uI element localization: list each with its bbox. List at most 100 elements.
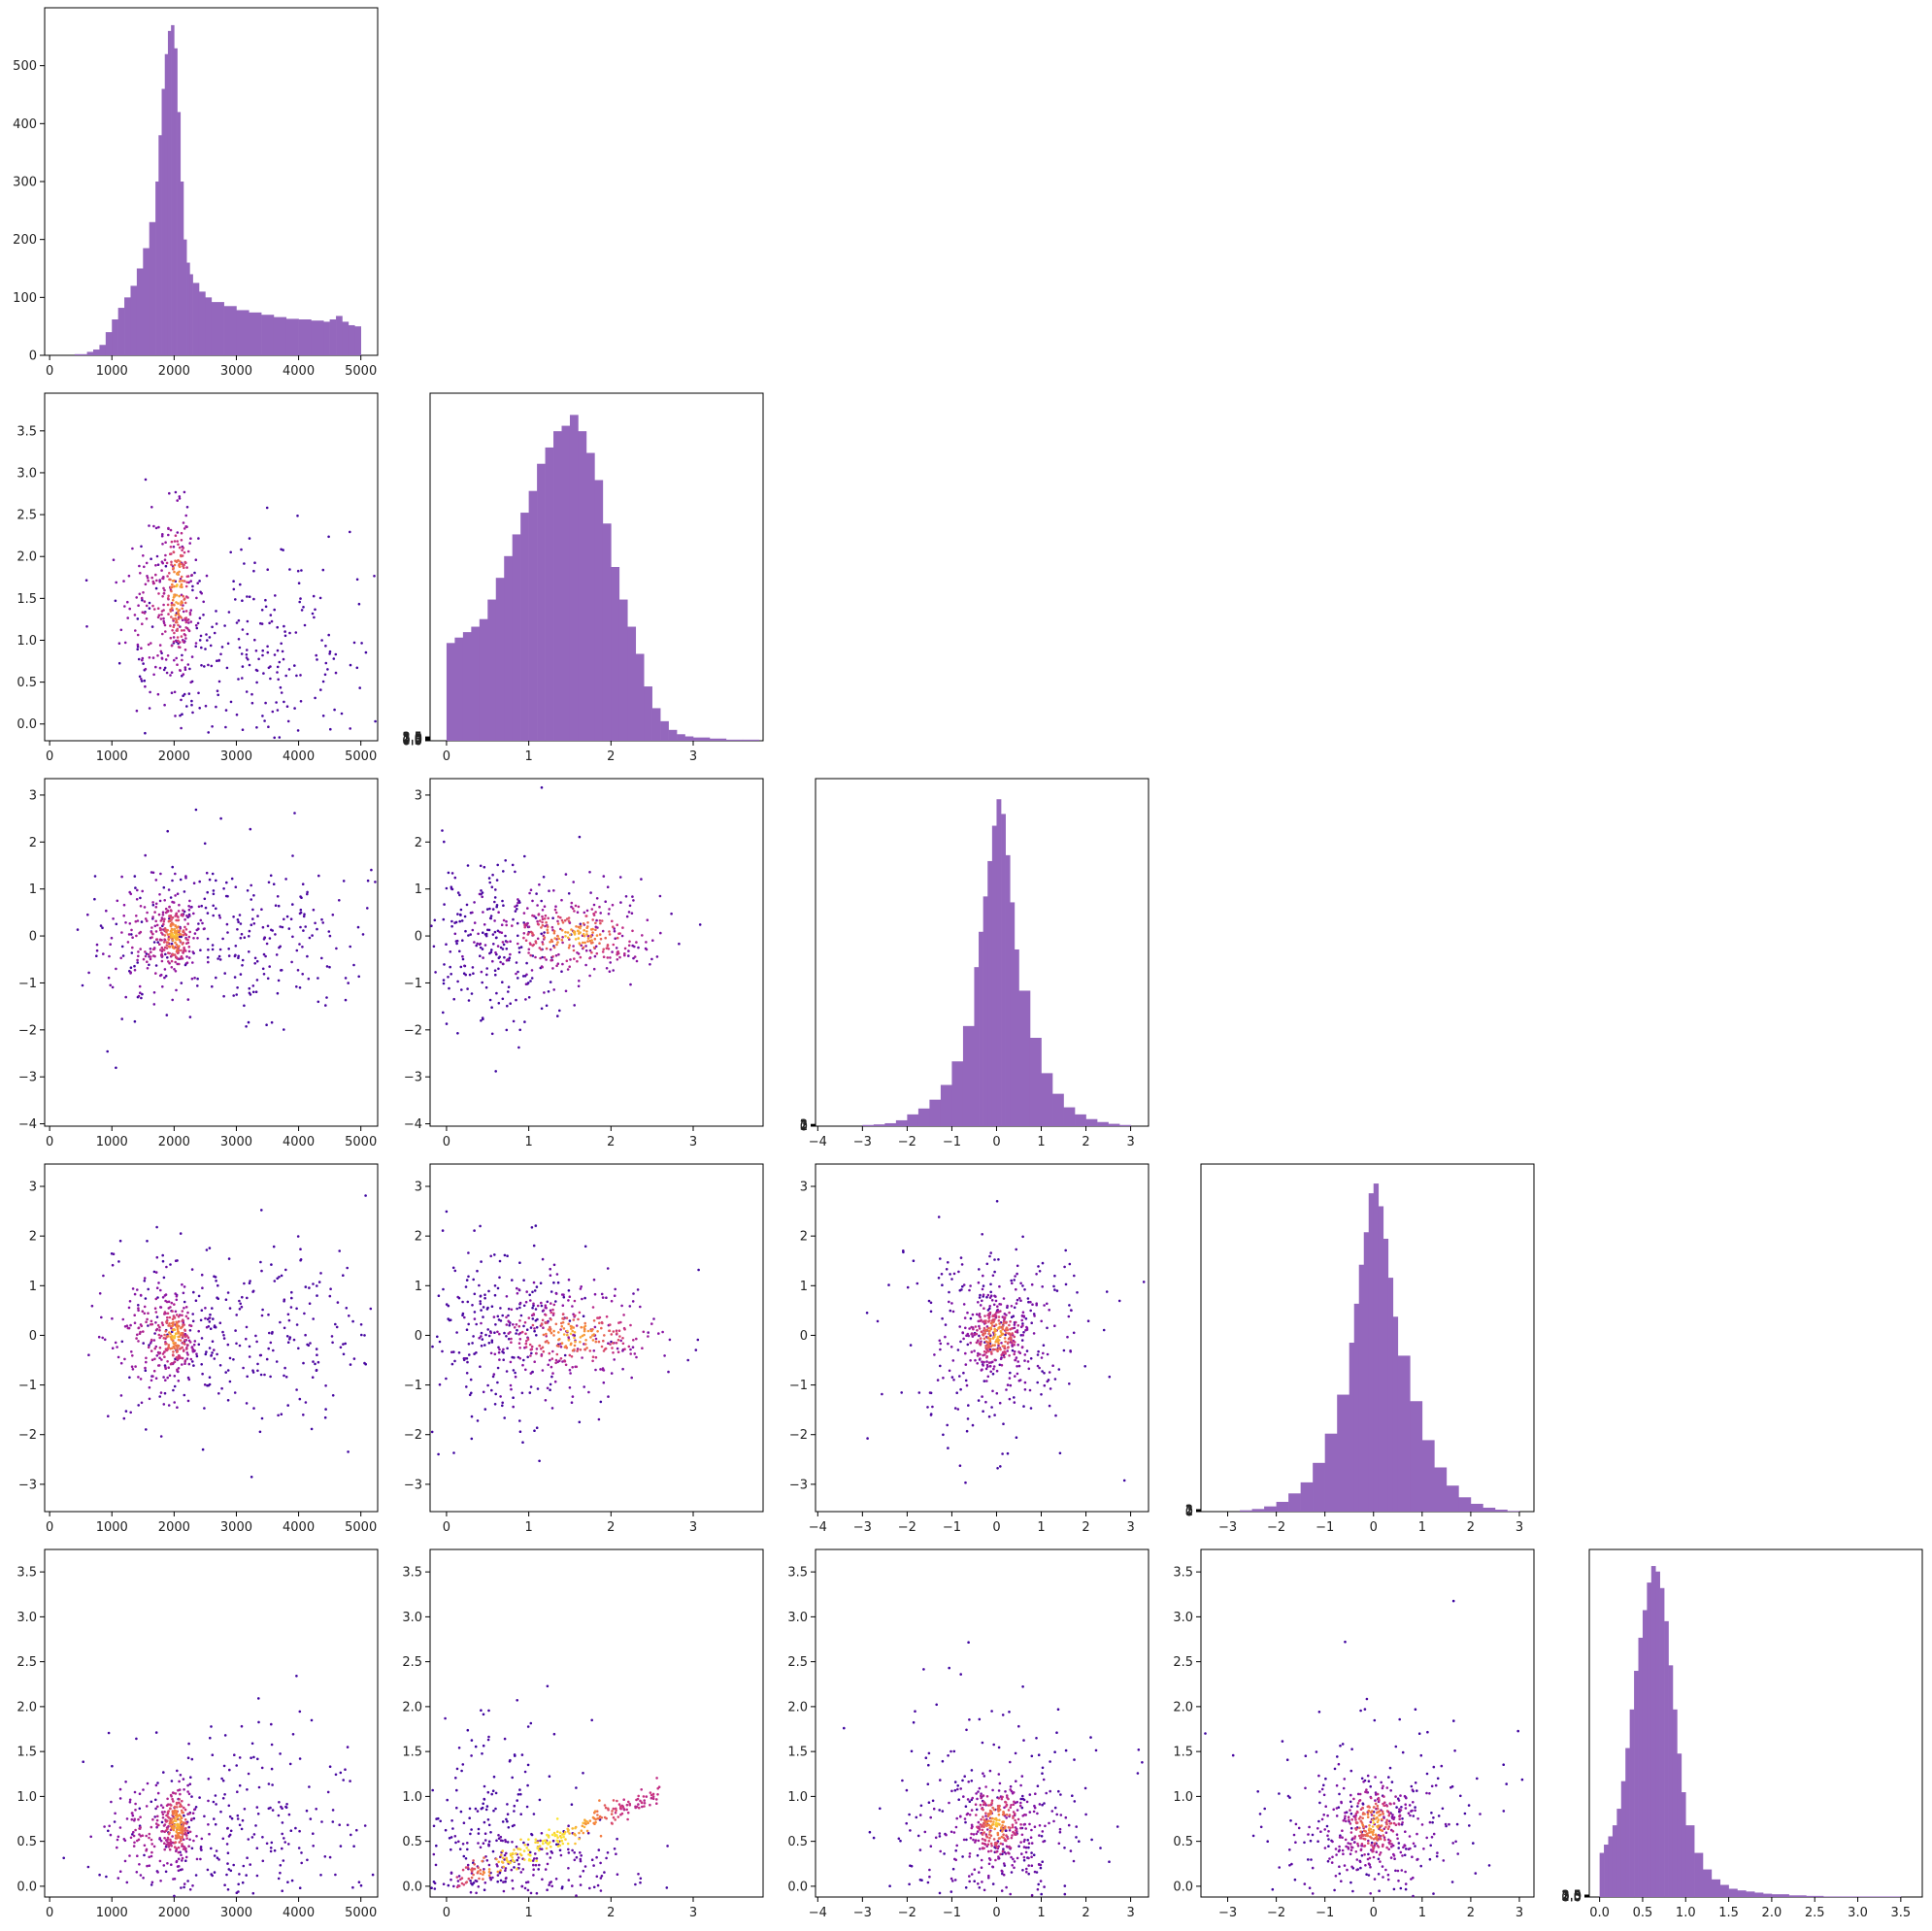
scatter-4-0-point xyxy=(163,1811,166,1814)
scatter-1-0-point xyxy=(184,595,188,598)
scatter-2-1-point xyxy=(627,944,631,948)
scatter-2-1-point xyxy=(505,948,509,950)
scatter-1-0-point xyxy=(200,591,203,595)
scatter-4-1-point xyxy=(470,1739,474,1742)
scatter-3-2-point xyxy=(1013,1401,1016,1404)
scatter-3-0-point xyxy=(186,1316,190,1320)
scatter-2-0-point xyxy=(174,941,177,945)
scatter-2-0-point xyxy=(121,954,125,957)
scatter-1-0-point xyxy=(141,611,145,614)
scatter-2-1-point xyxy=(459,965,463,969)
scatter-3-0-point xyxy=(136,1333,139,1337)
scatter-3-0-point xyxy=(176,1323,179,1326)
scatter-3-1-point xyxy=(505,1295,509,1298)
scatter-1-0-point xyxy=(170,589,173,593)
scatter-3-1-point xyxy=(549,1267,551,1271)
scatter-4-0-point xyxy=(240,1724,244,1728)
scatter-4-1-point xyxy=(472,1881,476,1884)
scatter-3-0-point xyxy=(331,1394,335,1397)
hist-1-ytick-label: 2.5 xyxy=(402,732,422,747)
scatter-1-0-point xyxy=(184,584,188,588)
scatter-3-1-point xyxy=(579,1341,582,1344)
scatter-2-1-point xyxy=(540,1007,544,1011)
scatter-2-0-point xyxy=(328,934,332,938)
scatter-3-0-point xyxy=(256,1362,259,1366)
scatter-2-0-point xyxy=(176,946,179,949)
scatter-3-1-point xyxy=(522,1304,526,1308)
scatter-3-1-point xyxy=(610,1340,613,1344)
scatter-3-2-point xyxy=(973,1349,976,1352)
scatter-3-2-point xyxy=(1029,1309,1032,1313)
scatter-2-0-point xyxy=(316,1000,320,1004)
scatter-4-0-point xyxy=(177,1846,181,1849)
scatter-1-0-point xyxy=(174,490,178,494)
scatter-3-2-point xyxy=(902,1249,905,1252)
scatter-3-2-point xyxy=(916,1282,919,1285)
scatter-3-1-point xyxy=(618,1335,621,1338)
scatter-3-1-point xyxy=(581,1297,583,1301)
hist-2-bar xyxy=(917,1108,930,1126)
scatter-2-1-point xyxy=(458,893,461,897)
scatter-2-0-point xyxy=(370,868,373,872)
scatter-2-1-point xyxy=(453,932,457,936)
scatter-2-0-point xyxy=(109,943,112,946)
scatter-4-1-point xyxy=(497,1837,501,1840)
scatter-1-0-point xyxy=(164,658,168,661)
scatter-3-1-point xyxy=(492,1315,496,1318)
scatter-4-0-point xyxy=(188,1888,192,1891)
scatter-2-0-point xyxy=(298,986,302,989)
scatter-2-0-point xyxy=(163,976,166,980)
scatter-3-2-point xyxy=(969,1341,972,1345)
scatter-3-0-point xyxy=(308,1302,312,1305)
scatter-1-0-point xyxy=(281,649,284,653)
scatter-2-0-point xyxy=(109,983,112,987)
scatter-2-0-point xyxy=(268,965,272,968)
scatter-3-2-point xyxy=(1014,1320,1017,1324)
scatter-3-0-point xyxy=(148,1344,150,1347)
scatter-3-1-point xyxy=(522,1358,525,1362)
scatter-3-2-point xyxy=(980,1318,983,1321)
scatter-4-0-point xyxy=(138,1807,142,1811)
scatter-4-0-point xyxy=(150,1800,153,1804)
scatter-3-0-point xyxy=(167,1346,170,1348)
scatter-3-2-point xyxy=(1006,1349,1009,1352)
scatter-2-0-point xyxy=(312,908,316,912)
scatter-2-0-point xyxy=(108,954,111,958)
scatter-3-1-point xyxy=(482,1306,485,1309)
scatter-3-0-point xyxy=(162,1376,165,1379)
scatter-4-1-point xyxy=(487,1823,491,1827)
scatter-3-2-point xyxy=(979,1304,983,1307)
scatter-1-0-point xyxy=(217,693,219,697)
scatter-2-0-point xyxy=(171,939,175,942)
scatter-3-0-point xyxy=(251,1290,254,1293)
scatter-3-0-point xyxy=(315,1368,318,1372)
scatter-3-0-point xyxy=(169,1306,172,1309)
scatter-2-1-ytick-label: −2 xyxy=(404,1023,422,1038)
scatter-1-0-ytick-label: 3.0 xyxy=(17,466,37,481)
scatter-2-1-point xyxy=(470,992,474,995)
scatter-1-0-point xyxy=(191,584,194,588)
scatter-2-0-point xyxy=(281,925,284,929)
scatter-2-1-point xyxy=(579,924,583,928)
scatter-3-1-point xyxy=(544,1340,548,1344)
scatter-3-2-point xyxy=(949,1309,952,1313)
scatter-4-0-point xyxy=(241,1818,245,1822)
scatter-3-1-point xyxy=(501,1314,504,1317)
scatter-2-0-point xyxy=(347,982,350,984)
scatter-3-1-point xyxy=(503,1416,506,1419)
scatter-3-1-point xyxy=(570,1355,574,1358)
scatter-1-0-point xyxy=(283,630,286,633)
scatter-4-1-point xyxy=(567,1867,570,1870)
scatter-3-1-point xyxy=(583,1348,586,1351)
scatter-3-2-point xyxy=(1027,1300,1030,1304)
scatter-3-1-point xyxy=(506,1347,509,1350)
scatter-1-0-point xyxy=(319,688,322,691)
scatter-3-0-point xyxy=(221,1330,224,1334)
hist-1-ytick-label: 2.0 xyxy=(402,732,422,747)
scatter-1-0-point xyxy=(234,598,237,601)
scatter-1-0-point xyxy=(185,705,188,708)
scatter-3-2-point xyxy=(1036,1353,1040,1356)
scatter-1-0-point xyxy=(160,613,163,616)
scatter-2-1-point xyxy=(535,892,538,895)
